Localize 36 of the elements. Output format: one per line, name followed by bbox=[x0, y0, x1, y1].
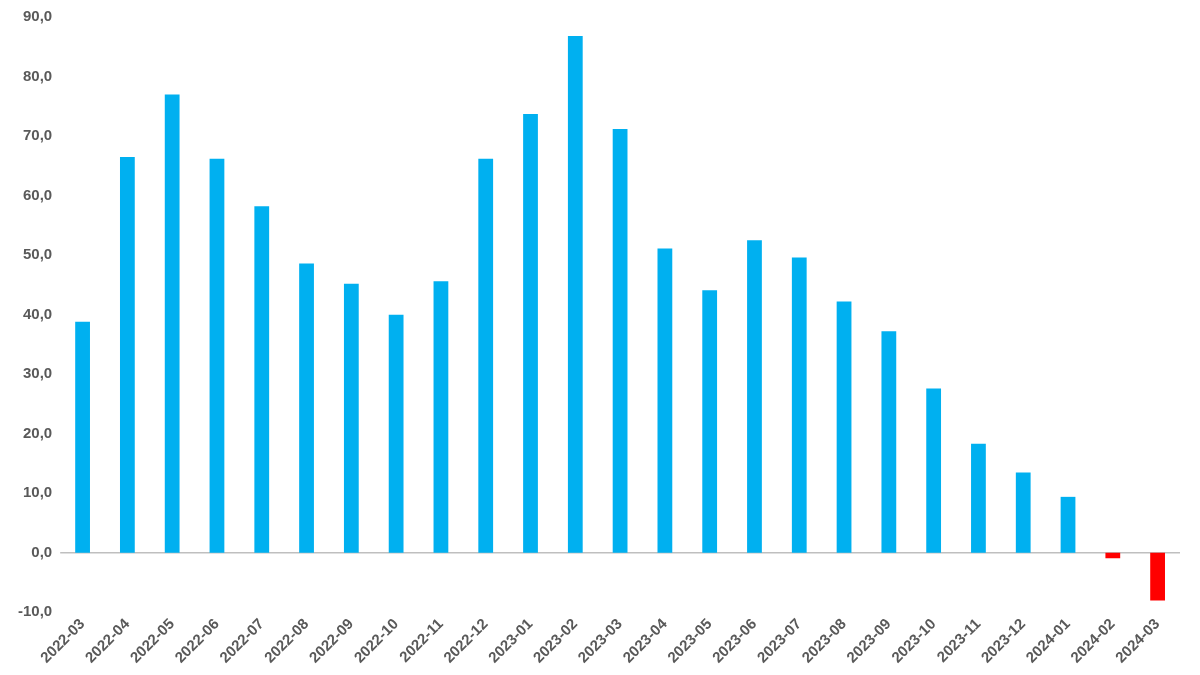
bar bbox=[343, 283, 359, 553]
bar bbox=[791, 257, 807, 553]
bar bbox=[299, 263, 314, 553]
bar bbox=[478, 158, 494, 553]
bar bbox=[164, 94, 180, 553]
bar bbox=[1015, 472, 1031, 553]
y-tick-label: 0,0 bbox=[31, 542, 53, 560]
y-tick-label: 50,0 bbox=[22, 245, 53, 263]
bar bbox=[433, 281, 449, 553]
y-tick-label: 90,0 bbox=[22, 7, 53, 25]
y-tick-label: 10,0 bbox=[22, 483, 53, 501]
y-tick-label: -10,0 bbox=[17, 602, 53, 620]
y-tick-label: 30,0 bbox=[22, 364, 53, 382]
bar bbox=[523, 114, 538, 553]
bar bbox=[657, 248, 673, 553]
y-tick-label: 60,0 bbox=[22, 185, 53, 203]
bar bbox=[1150, 552, 1165, 601]
bar bbox=[702, 290, 718, 553]
bar bbox=[747, 240, 762, 553]
bar bbox=[209, 158, 225, 553]
bar bbox=[612, 128, 628, 553]
bar bbox=[119, 156, 135, 553]
bar bbox=[881, 331, 897, 553]
y-tick-label: 40,0 bbox=[22, 304, 53, 322]
bar bbox=[254, 206, 270, 553]
y-tick-label: 80,0 bbox=[22, 66, 53, 84]
bar bbox=[836, 301, 852, 553]
bar bbox=[75, 321, 90, 553]
bar bbox=[388, 314, 404, 553]
bar bbox=[1105, 552, 1121, 559]
bar bbox=[1060, 496, 1076, 553]
bar bbox=[971, 443, 986, 553]
bar bbox=[926, 388, 942, 553]
y-tick-label: 70,0 bbox=[22, 126, 53, 144]
bar bbox=[567, 36, 583, 553]
y-tick-label: 20,0 bbox=[22, 423, 53, 441]
